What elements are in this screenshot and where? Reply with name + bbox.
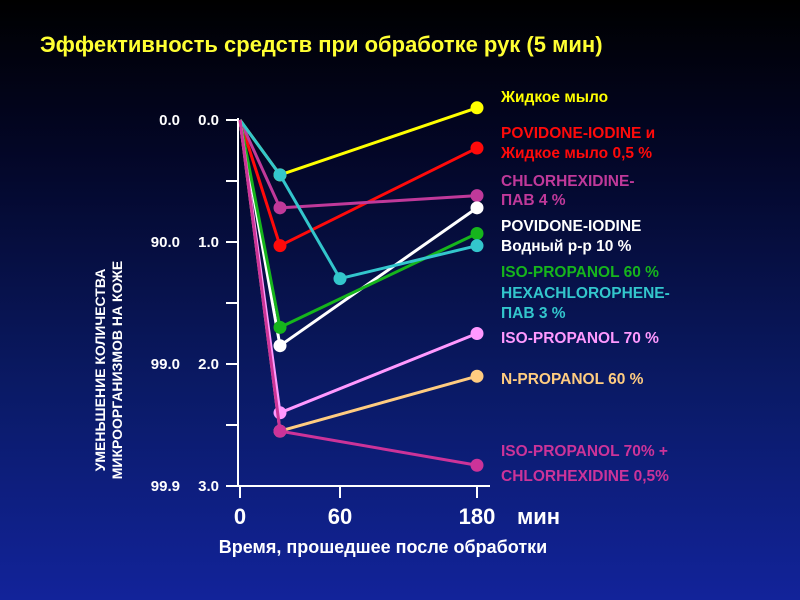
legend-item: HEXACHLOROPHENE- ПАВ 3 %	[501, 285, 670, 322]
data-point	[470, 458, 484, 472]
legend-item: POVIDONE-IODINE и Жидкое мыло 0,5 %	[500, 125, 655, 162]
legend-item: CHLORHEXIDINE- ПАВ 4 %	[501, 173, 634, 209]
data-point	[470, 226, 484, 240]
y-tick-label-pct: 0.0	[159, 112, 180, 129]
legend-label: POVIDONE-IODINE и	[501, 125, 655, 142]
legend-label: ПАВ 4 %	[501, 192, 566, 209]
x-tick-label: 0	[234, 504, 246, 529]
data-point	[273, 239, 287, 253]
x-axis-label: Время, прошедшее после обработки	[219, 537, 547, 557]
data-point	[273, 406, 287, 420]
legend-item: ISO-PROPANOL 70% + CHLORHEXIDINE 0,5%	[501, 443, 669, 485]
legend-label: ISO-PROPANOL 70% +	[501, 443, 668, 460]
series	[238, 119, 484, 215]
y-axis-label: УМЕНЬШЕНИЕ КОЛИЧЕСТВА МИКРООРГАНИЗМОВ НА…	[92, 261, 125, 480]
legend-item: Жидкое мыло	[500, 89, 608, 106]
x-unit-label: мин	[517, 504, 560, 529]
legend-label: ISO-PROPANOL 60 %	[501, 264, 659, 281]
legend-item: N-PROPANOL 60 %	[501, 371, 644, 388]
legend-label: ПАВ 3 %	[501, 305, 566, 322]
series-line	[238, 119, 478, 329]
series	[238, 119, 484, 472]
data-point	[273, 168, 287, 182]
series	[238, 119, 484, 253]
y-tick-label-log: 2.0	[198, 356, 219, 373]
x-tick-label: 180	[459, 504, 496, 529]
data-point	[470, 369, 484, 383]
legend-label: Жидкое мыло 0,5 %	[500, 145, 652, 162]
chart-title: Эффективность средств при обработке рук …	[40, 32, 603, 57]
series	[238, 119, 484, 286]
data-point	[470, 201, 484, 215]
data-point	[273, 201, 287, 215]
series-line	[238, 119, 478, 281]
series-line	[238, 119, 478, 210]
legend-label: CHLORHEXIDINE-	[501, 173, 634, 190]
series-layer	[238, 101, 484, 472]
y-tick-label-log: 0.0	[198, 112, 219, 129]
legend-label: HEXACHLOROPHENE-	[501, 285, 670, 302]
data-point	[470, 239, 484, 253]
legend-item: ISO-PROPANOL 60 %	[501, 264, 659, 281]
x-tick-label: 60	[328, 504, 352, 529]
y-axis-label-line1: УМЕНЬШЕНИЕ КОЛИЧЕСТВА	[92, 269, 108, 472]
data-point	[470, 327, 484, 340]
legend-label: Жидкое мыло	[500, 89, 608, 106]
y-tick-label-log: 3.0	[198, 478, 219, 495]
series-line	[238, 119, 478, 248]
y-axis-label-line2: МИКРООРГАНИЗМОВ НА КОЖЕ	[109, 261, 125, 480]
legend-label: CHLORHEXIDINE 0,5%	[501, 468, 669, 485]
legend-label: ISO-PROPANOL 70 %	[501, 330, 659, 347]
y-tick-label-pct: 90.0	[151, 234, 180, 251]
legend-label: POVIDONE-IODINE	[501, 218, 641, 235]
data-point	[273, 339, 287, 353]
data-point	[273, 320, 287, 334]
legend: Жидкое мыло POVIDONE-IODINE и Жидкое мыло …	[500, 89, 670, 485]
y-tick-label-log: 1.0	[198, 234, 219, 251]
data-point	[470, 141, 484, 155]
series	[238, 119, 484, 420]
y-tick-label-pct: 99.9	[151, 478, 180, 495]
series	[238, 119, 484, 334]
legend-item: ISO-PROPANOL 70 %	[501, 330, 659, 347]
series-line	[238, 119, 478, 415]
legend-label: Водный р-р 10 %	[501, 238, 632, 255]
data-point	[333, 272, 347, 286]
data-point	[470, 189, 484, 203]
data-point	[273, 424, 287, 438]
data-point	[470, 101, 484, 115]
legend-label: N-PROPANOL 60 %	[501, 371, 644, 388]
legend-item: POVIDONE-IODINE Водный р-р 10 %	[501, 218, 641, 255]
x-ticks: 0 60 180	[234, 486, 495, 529]
y-tick-label-pct: 99.0	[151, 356, 180, 373]
y-ticks: 0.0 0.0 90.0 1.0 99.0 2.0 99.9 3.0	[151, 112, 238, 495]
